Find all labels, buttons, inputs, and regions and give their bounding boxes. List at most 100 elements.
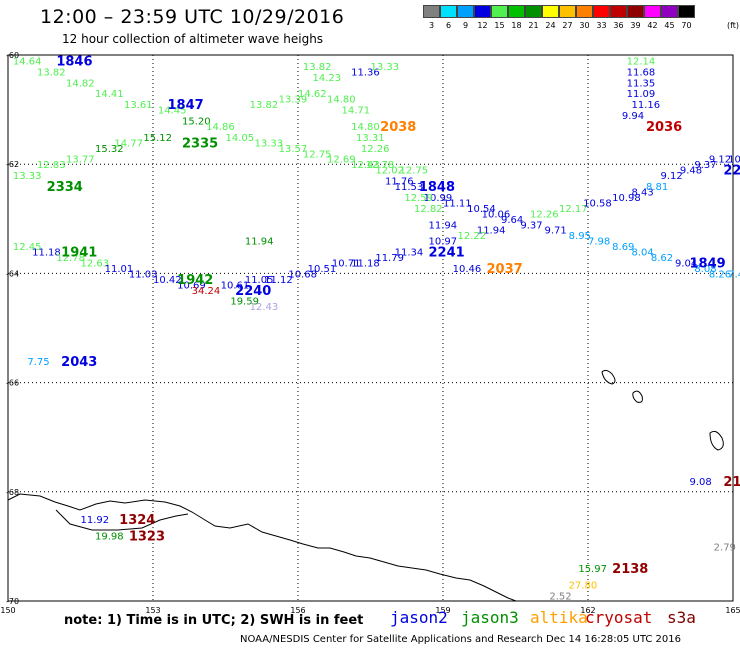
pass-time-label: 2240: [235, 284, 271, 299]
swh-reading: 12.14: [627, 56, 656, 67]
pass-time-labels: 1846 1847 2335 2334 2038 2036 1848 22 1941 1942 22…: [47, 54, 740, 577]
scale-swatch: [559, 5, 576, 18]
swh-reading: 11.03: [129, 269, 158, 280]
legend-jason2: jason2: [390, 608, 448, 627]
scale-label: 42: [647, 21, 658, 30]
scale-label: 6: [445, 21, 452, 30]
scale-label: 45: [664, 21, 675, 30]
swh-reading: 11.35: [627, 78, 656, 89]
scale-label: 9: [462, 21, 469, 30]
swh-reading: 13.33: [13, 171, 42, 182]
scale-label: 33: [596, 21, 607, 30]
scale-label: 30: [579, 21, 590, 30]
swh-reading: 9.71: [545, 226, 567, 237]
swh-reading: 7.75: [27, 357, 49, 368]
swh-reading: 11.12: [264, 275, 293, 286]
swh-reading: 14.77: [114, 138, 143, 149]
swh-reading: 13.33: [371, 62, 400, 73]
swh-reading: 12.17: [559, 204, 588, 215]
swh-reading: 8.95: [569, 231, 591, 242]
scale-cell: 24: [542, 5, 559, 30]
swh-reading: 14.86: [206, 122, 235, 133]
swh-reading: 19.59: [230, 297, 259, 308]
swh-reading: 13.33: [255, 138, 284, 149]
pass-time-label: 21: [723, 475, 740, 490]
swh-reading: 34.24: [192, 286, 221, 297]
antarctic-coastline: [7, 493, 517, 602]
swh-reading: 8.43: [632, 188, 654, 199]
swh-reading: 9.12: [709, 155, 731, 166]
color-scale: 3 6 9 12 15 18 21 24 27 30 33 36 39 42 45 70: [423, 5, 695, 30]
scale-swatch: [457, 5, 474, 18]
swh-reading: 11.94: [245, 237, 274, 248]
lat-label: -68: [6, 488, 19, 497]
pass-time-label: 22: [723, 164, 740, 179]
swh-reading: 11.92: [81, 515, 110, 526]
pass-time-label: 2043: [61, 355, 97, 370]
pass-time-label: 2036: [646, 120, 682, 135]
swh-reading: 14.80: [351, 122, 380, 133]
swh-reading: 14.05: [226, 133, 255, 144]
scale-swatch: [661, 5, 678, 18]
swh-reading: 13.77: [66, 155, 95, 166]
swh-reading: 2.52: [549, 592, 571, 603]
swh-reading: 11.53: [395, 182, 424, 193]
pass-time-label: 1941: [61, 246, 97, 261]
swh-reading: 12.78: [366, 160, 395, 171]
swh-reading: 13.82: [250, 100, 279, 111]
swh-reading: 13.82: [37, 67, 66, 78]
scale-swatch: [491, 5, 508, 18]
scale-swatch: [542, 5, 559, 18]
pass-time-label: 1324: [119, 513, 155, 528]
swh-reading: 12.75: [400, 166, 429, 177]
scale-label: 3: [428, 21, 435, 30]
pass-time-label: 1849: [690, 256, 726, 271]
scale-label: 15: [494, 21, 505, 30]
scale-cell: 70: [678, 5, 695, 30]
swh-reading: 9.12: [661, 171, 683, 182]
swh-reading: 10.51: [308, 264, 337, 275]
swh-reading: 10.98: [612, 193, 641, 204]
swh-reading: 12.83: [37, 160, 66, 171]
swh-reading: 7.98: [588, 237, 610, 248]
scale-swatch: [644, 5, 661, 18]
scale-swatch: [423, 5, 440, 18]
footnote: note: 1) Time is in UTC; 2) SWH is in fe…: [64, 613, 364, 628]
swh-reading: 11.34: [395, 248, 424, 259]
map-subtitle: 12 hour collection of altimeter wave hei…: [62, 32, 324, 46]
lon-label: 153: [145, 606, 160, 615]
swh-reading: 12.63: [81, 258, 110, 269]
coastline-inlet: [55, 509, 189, 531]
lon-label: 162: [580, 606, 595, 615]
pass-time-label: 2335: [182, 136, 218, 151]
island-2: [632, 390, 643, 403]
scale-label: 27: [562, 21, 573, 30]
swh-reading: 10.54: [467, 204, 496, 215]
map-title: 12:00 – 23:59 UTC 10/29/2016: [40, 6, 345, 28]
swh-reading: 12.69: [327, 155, 356, 166]
scale-label: 36: [613, 21, 624, 30]
island-1: [601, 369, 616, 385]
swh-reading: 12.82: [414, 204, 443, 215]
scale-label: 12: [477, 21, 488, 30]
swh-reading: 10.2: [728, 155, 740, 166]
scale-cell: 30: [576, 5, 593, 30]
pass-time-label: 1846: [56, 54, 92, 69]
scale-cell: 39: [627, 5, 644, 30]
swh-reading: 11.36: [351, 67, 380, 78]
swh-reading: 11.18: [32, 248, 61, 259]
swh-reading: 10.42: [153, 275, 182, 286]
swh-reading: 12.43: [351, 160, 380, 171]
pass-time-label: 2038: [380, 120, 416, 135]
swh-reading: 13.31: [356, 133, 385, 144]
legend-s3a: s3a: [667, 608, 696, 627]
swh-reading: 15.32: [95, 144, 124, 155]
swh-reading: 12.26: [361, 144, 390, 155]
scale-cell: 12: [474, 5, 491, 30]
swh-reading: 8.62: [651, 253, 673, 264]
swh-reading: 9.48: [680, 166, 702, 177]
swh-reading: 8.08: [694, 264, 716, 275]
swh-reading: 11.05: [245, 275, 274, 286]
scale-swatch: [627, 5, 644, 18]
